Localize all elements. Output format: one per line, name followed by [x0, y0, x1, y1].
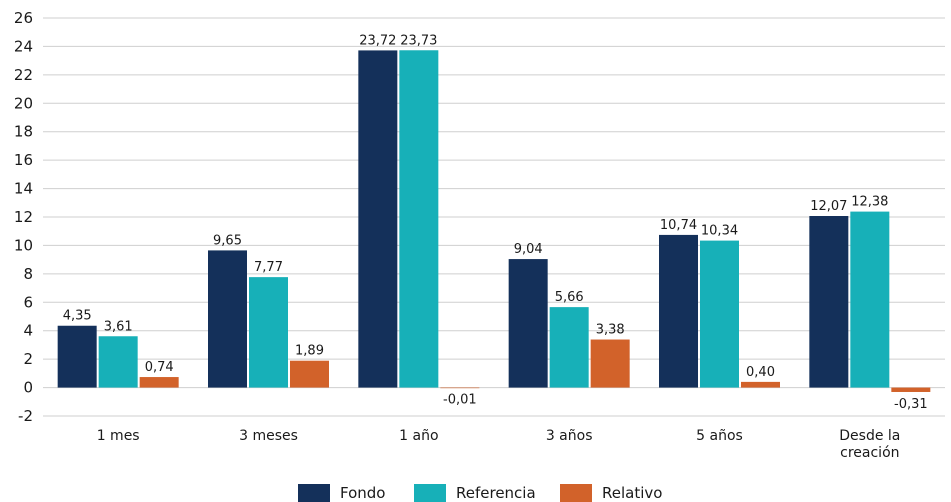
x-category-label: creación: [840, 445, 899, 461]
x-category-label: Desde la: [839, 428, 900, 444]
bar: [809, 216, 849, 388]
y-tick-label: 14: [14, 180, 33, 198]
bar: [290, 360, 329, 388]
bar: [741, 381, 780, 388]
x-axis-categories: 1 mes 3 meses 1 año 3 años 5 años Desde lacre…: [97, 428, 901, 461]
data-label: 12,38: [851, 195, 888, 210]
legend-swatch: [414, 484, 446, 502]
data-label: 9,04: [514, 242, 543, 257]
bar: [139, 377, 179, 388]
data-label: 3,38: [596, 323, 625, 338]
y-tick-label: 20: [14, 94, 33, 112]
data-label: 0,40: [746, 365, 775, 380]
x-category-label: 5 años: [696, 428, 743, 444]
y-tick-label: 10: [14, 236, 33, 254]
y-tick-label: 2: [23, 350, 33, 368]
bar: [508, 259, 548, 388]
y-tick-label: 26: [14, 9, 33, 27]
y-tick-label: 0: [23, 379, 33, 397]
data-label: 0,74: [145, 360, 174, 375]
y-tick-label: 12: [14, 208, 33, 226]
x-category-label: 1 año: [399, 428, 438, 444]
bar: [358, 50, 398, 388]
x-category-label: 3 meses: [239, 428, 298, 444]
bar: [700, 240, 739, 388]
y-tick-label: 24: [14, 37, 33, 55]
bars: [57, 50, 931, 392]
data-labels: 4,35 3,61 0,74 9,65 7,77 1,89 23,72 23,73 -0,01 9…: [63, 33, 928, 412]
bar: [549, 307, 589, 388]
bar: [590, 339, 630, 388]
data-label: 23,72: [359, 33, 396, 48]
y-tick-label: 6: [23, 293, 33, 311]
bar: [208, 250, 247, 388]
y-tick-label: 16: [14, 151, 33, 169]
data-label: 7,77: [254, 260, 283, 275]
data-label: 10,34: [701, 224, 738, 239]
bar: [399, 50, 439, 388]
bar: [659, 234, 698, 388]
bar: [440, 387, 480, 389]
legend-label: Relativo: [602, 484, 662, 502]
x-category-label: 3 años: [546, 428, 593, 444]
bar: [850, 211, 890, 388]
bar: [891, 387, 931, 392]
data-label: 9,65: [213, 233, 242, 248]
legend-label: Referencia: [456, 484, 536, 502]
data-label: 23,73: [400, 33, 437, 48]
data-label: 4,35: [63, 309, 92, 324]
y-tick-label: 18: [14, 123, 33, 141]
data-label: 3,61: [104, 319, 133, 334]
data-label: 12,07: [810, 199, 847, 214]
data-label: 10,74: [660, 218, 697, 233]
legend-swatch: [560, 484, 592, 502]
bar: [249, 277, 288, 388]
data-label: -0,01: [443, 393, 477, 408]
legend-swatch: [298, 484, 330, 502]
data-label: 5,66: [555, 290, 584, 305]
y-tick-label: 8: [23, 265, 33, 283]
x-category-label: 1 mes: [97, 428, 140, 444]
gridlines: [43, 17, 945, 417]
y-tick-label: 4: [23, 322, 33, 340]
data-label: -0,31: [894, 397, 928, 412]
data-label: 1,89: [295, 344, 324, 359]
legend-label: Fondo: [340, 484, 385, 502]
bar: [57, 325, 97, 388]
legend: Fondo Referencia Relativo: [298, 484, 662, 502]
bar: [98, 336, 138, 388]
y-tick-label: -2: [18, 407, 33, 425]
y-tick-label: 22: [14, 66, 33, 84]
